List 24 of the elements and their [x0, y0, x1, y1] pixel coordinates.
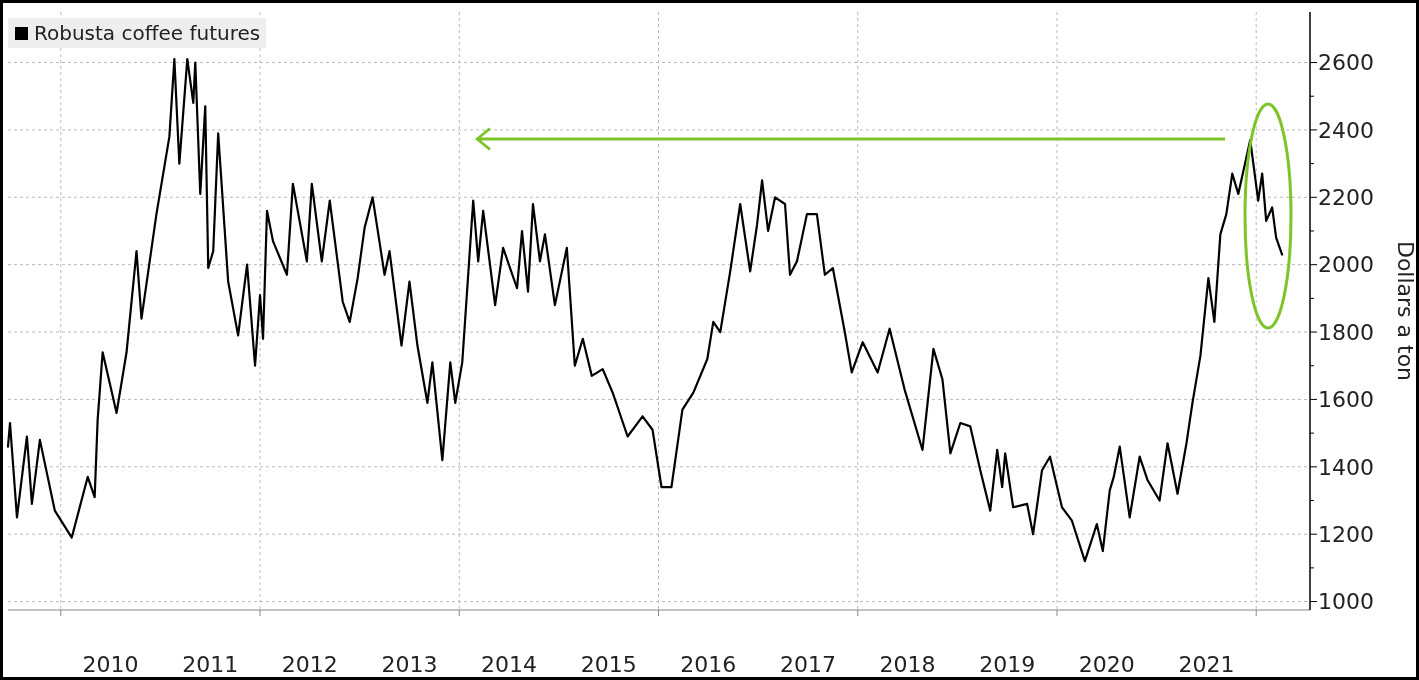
y-tick-label: 2200 — [1318, 185, 1374, 210]
line-series — [6, 58, 1284, 563]
x-tick-label: 2013 — [381, 652, 438, 677]
y-tick-label: 1600 — [1318, 387, 1374, 413]
x-tick-label: 2017 — [779, 652, 836, 677]
x-tick-label: 2018 — [879, 652, 936, 677]
x-tick-label: 2011 — [182, 652, 239, 677]
y-tick-label: 1200 — [1318, 521, 1374, 547]
y-tick-label: 2400 — [1318, 117, 1374, 143]
y-tick-label: 2600 — [1318, 50, 1374, 76]
y-tick-label: 2000 — [1318, 252, 1374, 278]
x-tick-label: 2019 — [979, 652, 1036, 677]
y-tick-label: 1000 — [1318, 589, 1374, 615]
x-tick-label: 2021 — [1178, 652, 1235, 677]
x-tick-label: 2010 — [82, 652, 139, 677]
y-axis-title: Dollars a ton — [1393, 240, 1418, 382]
y-tick-label: 1400 — [1318, 454, 1374, 480]
legend-label: Robusta coffee futures — [34, 21, 261, 45]
x-tick-label: 2016 — [680, 652, 737, 677]
x-tick-label: 2012 — [281, 652, 338, 677]
x-tick-label: 2020 — [1078, 652, 1135, 677]
x-tick-label: 2014 — [481, 652, 538, 677]
x-tick-label: 2015 — [580, 652, 637, 677]
y-tick-label: 1800 — [1318, 319, 1374, 345]
